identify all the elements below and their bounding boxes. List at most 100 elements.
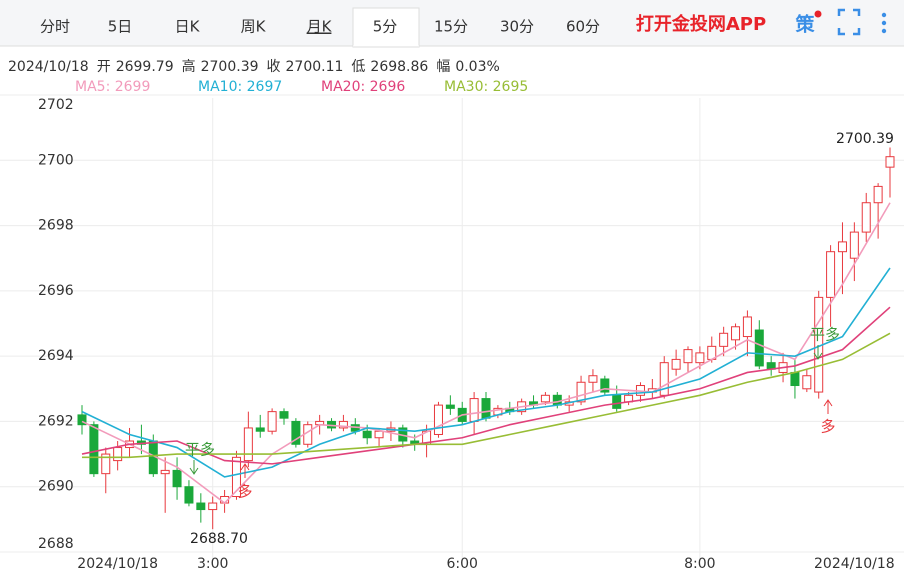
app-link[interactable]: 打开金投网APP <box>636 13 766 35</box>
info-item: 收 <box>267 59 281 75</box>
candle-body <box>160 469 170 475</box>
legend-entry: MA10: 2697 <box>198 79 282 95</box>
ma-line <box>81 267 891 478</box>
info-item: 2698.86 <box>370 59 428 75</box>
notice-dot <box>814 10 822 18</box>
candle-body <box>612 394 622 409</box>
signal-arrow <box>240 463 250 478</box>
y-tick-label: 2696 <box>38 283 74 299</box>
ma-line <box>81 202 891 505</box>
candle-body <box>659 362 669 396</box>
candle-body <box>576 381 586 403</box>
y-tick-label: 2698 <box>38 218 74 234</box>
candle-body <box>267 411 277 432</box>
candle-body <box>469 398 479 422</box>
candle-body <box>208 502 218 511</box>
candle-body <box>695 352 705 364</box>
signal-label: 平多 <box>185 441 215 459</box>
candle-body <box>552 394 562 406</box>
candle-body <box>279 411 289 419</box>
candle-body <box>172 469 182 488</box>
candle-body <box>89 424 99 475</box>
candle-body <box>184 486 194 504</box>
info-item: 高 <box>182 58 196 75</box>
signal-arrow <box>823 399 833 414</box>
candle-body <box>790 371 800 387</box>
candle-body <box>338 420 348 429</box>
candle-body <box>362 430 372 439</box>
signal-arrow <box>189 460 199 475</box>
tab[interactable]: 5日 <box>108 18 133 36</box>
low-label: 2688.70 <box>190 531 248 547</box>
tab[interactable]: 5分 <box>373 18 398 36</box>
tab[interactable]: 日K <box>175 18 201 36</box>
info-item: 2700.11 <box>286 59 344 75</box>
candle-body <box>445 404 455 409</box>
candle-body <box>291 420 301 445</box>
strategy-icon[interactable]: 策 <box>795 13 815 36</box>
candle-body <box>754 329 764 367</box>
tab-bar <box>0 0 904 46</box>
candle-body <box>231 456 241 498</box>
legend-entry: MA5: 2699 <box>75 79 150 95</box>
candle-body <box>196 502 206 511</box>
x-tick-label: 3:00 <box>197 556 228 572</box>
candle-body <box>113 447 123 462</box>
x-tick-label: 2024/10/18 <box>77 556 158 572</box>
y-tick-label: 2694 <box>38 348 74 364</box>
signal-arrow <box>813 345 823 360</box>
candle-body <box>255 427 265 432</box>
candle-body <box>861 202 871 233</box>
y-tick-label: 2702 <box>38 97 74 113</box>
candle-body <box>742 316 752 338</box>
candle-body <box>588 375 598 383</box>
tab[interactable]: 15分 <box>434 18 468 36</box>
candle-body <box>374 430 384 439</box>
high-label: 2700.39 <box>836 131 894 147</box>
y-tick-label: 2688 <box>38 536 74 552</box>
candle-body <box>873 185 883 204</box>
more-icon[interactable] <box>881 12 887 34</box>
x-tick-label: 6:00 <box>447 556 478 572</box>
info-item: 开 <box>97 59 111 75</box>
candle-body <box>849 231 859 259</box>
candle-body <box>731 326 741 341</box>
tab[interactable]: 月K <box>307 18 333 36</box>
y-tick-label: 2700 <box>38 152 74 168</box>
legend-entry: MA30: 2695 <box>444 79 528 95</box>
signal-label: 多 <box>820 418 835 436</box>
candle-body <box>600 378 610 393</box>
candle-body <box>671 358 681 370</box>
tab[interactable]: 周K <box>241 18 267 36</box>
tab[interactable]: 30分 <box>500 18 534 36</box>
ma-line <box>82 332 891 459</box>
candle-body <box>683 349 693 364</box>
tab[interactable]: 60分 <box>566 18 600 36</box>
candle-body <box>719 332 729 347</box>
candle-body <box>885 156 895 168</box>
candle-body <box>101 453 111 475</box>
candle-body <box>243 427 253 462</box>
candle-body <box>802 375 812 390</box>
candle-body <box>540 394 550 403</box>
y-tick-label: 2690 <box>38 479 74 495</box>
tab[interactable]: 分时 <box>40 18 70 36</box>
ma-line <box>81 306 891 465</box>
info-item: 2700.39 <box>201 59 259 75</box>
candle-body <box>77 414 87 426</box>
candle-body <box>837 241 847 253</box>
candle-body <box>481 398 491 419</box>
x-tick-label: 2024/10/18 <box>814 556 895 572</box>
active-tab <box>352 7 420 48</box>
info-item: 低 <box>351 59 365 75</box>
fullscreen-icon[interactable] <box>837 8 861 36</box>
y-tick-label: 2692 <box>38 413 74 429</box>
info-item: 幅 <box>436 59 450 75</box>
x-tick-label: 8:00 <box>684 556 715 572</box>
signal-label: 多 <box>237 483 252 501</box>
info-text: 2024/10/18 开 2699.79 高 2700.39 收 2700.11 低 2698.… <box>8 58 500 75</box>
info-item: 2024/10/18 <box>8 59 89 75</box>
candle-body <box>433 404 443 435</box>
legend-entry: MA20: 2696 <box>321 79 405 95</box>
